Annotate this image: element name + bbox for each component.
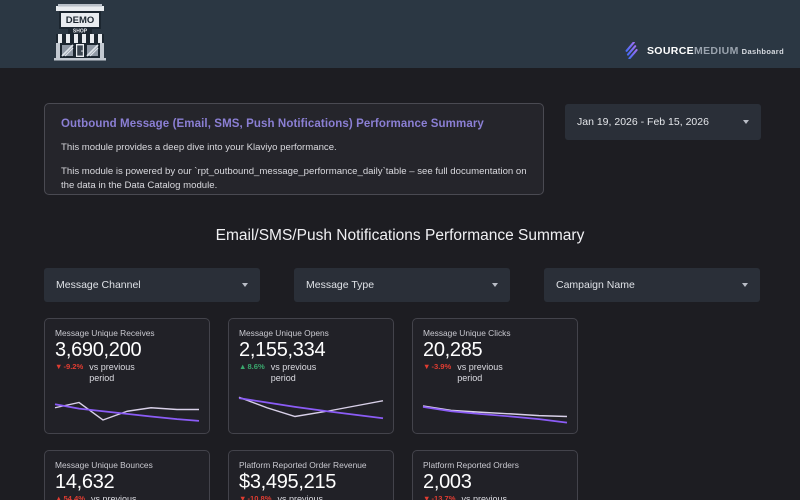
kpi-title: Message Unique Opens	[239, 328, 329, 338]
top-header-bar: DEMO SHOP	[0, 0, 800, 68]
kpi-sparkline	[54, 401, 200, 422]
filter-message-type[interactable]: Message Type	[294, 268, 510, 302]
kpi-title: Message Unique Bounces	[55, 460, 153, 470]
demo-shop-logo: DEMO SHOP	[50, 1, 110, 63]
date-range-value: Jan 19, 2026 - Feb 15, 2026	[577, 116, 709, 128]
module-info-paragraph-2: This module is powered by our `rpt_outbo…	[61, 165, 527, 191]
brand-medium-text: MEDIUM	[693, 44, 739, 57]
filter-message-channel[interactable]: Message Channel	[44, 268, 260, 302]
storefront-icon: DEMO SHOP	[54, 4, 106, 61]
sourcemedium-logo-icon	[625, 42, 638, 59]
kpi-value: 14,632	[55, 471, 115, 493]
kpi-card-platform-reported-order-revenue[interactable]: Platform Reported Order Revenue $3,495,2…	[228, 450, 394, 500]
chevron-down-icon	[742, 283, 748, 287]
kpi-value: 20,285	[423, 339, 483, 361]
arrow-down-icon: ▼	[239, 494, 247, 500]
kpi-card-message-unique-clicks[interactable]: Message Unique Clicks 20,285 ▼ -3.9% vs …	[412, 318, 578, 434]
kpi-value: 2,003	[423, 471, 472, 493]
kpi-card-message-unique-bounces[interactable]: Message Unique Bounces 14,632 ▲ 54.4% vs…	[44, 450, 210, 500]
kpi-card-grid: Message Unique Receives 3,690,200 ▼ -9.2…	[44, 318, 760, 500]
kpi-delta-badge: ▲ 8.6%	[239, 362, 265, 371]
filter-message-type-label: Message Type	[306, 279, 375, 291]
brand-wordmark: SOURCEMEDIUM Dashboard	[647, 45, 784, 57]
brand-source-text: SOURCE	[646, 44, 694, 57]
kpi-card-platform-reported-orders[interactable]: Platform Reported Orders 2,003 ▼ -13.7% …	[412, 450, 578, 500]
brand-dashboard-text: Dashboard	[741, 46, 784, 56]
filter-campaign-name-label: Campaign Name	[556, 279, 635, 291]
kpi-card-message-unique-opens[interactable]: Message Unique Opens 2,155,334 ▲ 8.6% vs…	[228, 318, 394, 434]
kpi-comparison-label: vs previous period	[270, 362, 317, 384]
chevron-down-icon	[492, 283, 498, 287]
svg-text:DEMO: DEMO	[66, 15, 95, 26]
arrow-up-icon: ▲	[55, 494, 63, 500]
page-title: Email/SMS/Push Notifications Performance…	[215, 227, 585, 244]
kpi-sparkline	[238, 396, 384, 420]
arrow-down-icon: ▼	[423, 494, 431, 500]
kpi-delta-value: -9.2%	[63, 362, 84, 372]
kpi-title: Platform Reported Orders	[423, 460, 519, 470]
arrow-down-icon: ▼	[55, 362, 63, 372]
kpi-delta-badge: ▼ -13.7%	[423, 494, 456, 500]
chevron-down-icon	[743, 120, 749, 124]
module-info-panel: Outbound Message (Email, SMS, Push Notif…	[44, 103, 544, 195]
kpi-title: Platform Reported Order Revenue	[239, 460, 367, 470]
module-info-title: Outbound Message (Email, SMS, Push Notif…	[61, 118, 484, 130]
module-info-paragraph-1: This module provides a deep dive into yo…	[61, 142, 337, 153]
kpi-delta-value: -13.7%	[431, 494, 456, 500]
kpi-delta-badge: ▼ -3.9%	[423, 362, 451, 371]
kpi-delta-value: -10.8%	[247, 494, 272, 500]
kpi-delta-badge: ▲ 54.4%	[55, 494, 85, 500]
kpi-comparison-label: vs previous period	[89, 362, 135, 384]
kpi-comparison-label: vs previous period	[90, 494, 137, 500]
filter-campaign-name[interactable]: Campaign Name	[544, 268, 760, 302]
filter-bar: Message Channel Message Type Campaign Na…	[44, 268, 760, 302]
kpi-value: 3,690,200	[55, 339, 142, 361]
kpi-delta-value: 8.6%	[247, 362, 265, 372]
kpi-delta-value: 54.4%	[63, 494, 85, 500]
kpi-delta-badge: ▼ -9.2%	[55, 362, 83, 371]
sourcemedium-brand: SOURCEMEDIUM Dashboard	[624, 42, 784, 59]
kpi-comparison-label: vs previous period	[277, 494, 324, 500]
arrow-up-icon: ▲	[239, 362, 247, 372]
kpi-comparison-label: vs previous period	[461, 494, 508, 500]
kpi-delta-value: -3.9%	[431, 362, 452, 372]
date-range-selector[interactable]: Jan 19, 2026 - Feb 15, 2026	[565, 104, 761, 140]
kpi-card-message-unique-receives[interactable]: Message Unique Receives 3,690,200 ▼ -9.2…	[44, 318, 210, 434]
chevron-down-icon	[242, 283, 248, 287]
filter-message-channel-label: Message Channel	[56, 279, 141, 291]
kpi-delta-badge: ▼ -10.8%	[239, 494, 272, 500]
arrow-down-icon: ▼	[423, 362, 431, 372]
kpi-value: $3,495,215	[239, 471, 337, 493]
svg-text:SHOP: SHOP	[73, 29, 88, 35]
kpi-value: 2,155,334	[239, 339, 326, 361]
kpi-title: Message Unique Receives	[55, 328, 155, 338]
kpi-comparison-label: vs previous period	[457, 362, 503, 384]
kpi-title: Message Unique Clicks	[423, 328, 511, 338]
kpi-sparkline	[422, 405, 568, 424]
